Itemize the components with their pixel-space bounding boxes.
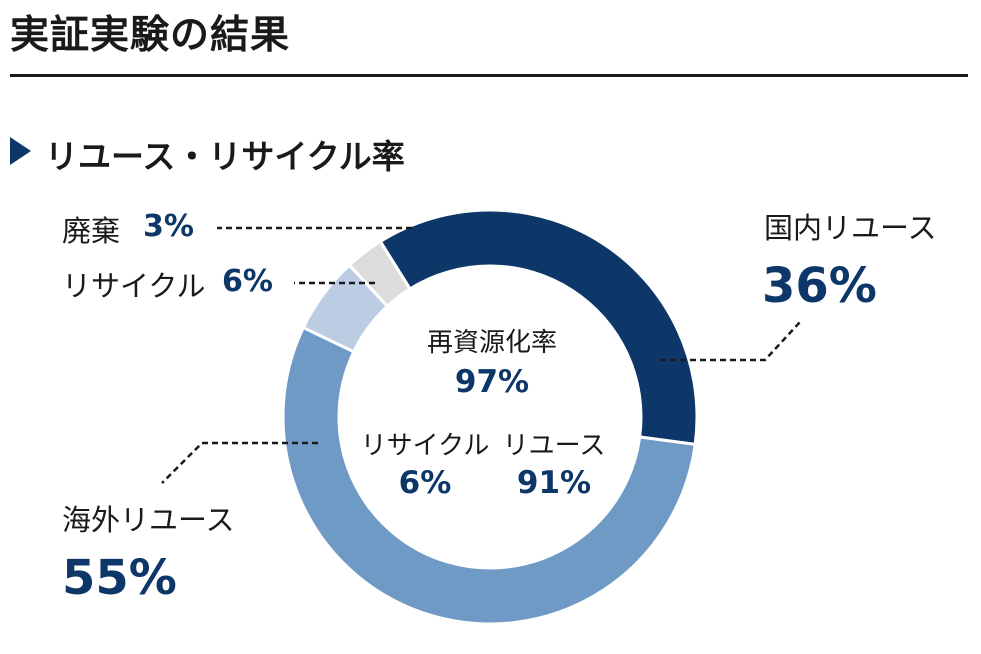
- triangle-bullet-icon: [10, 137, 31, 165]
- donut-slice-disposal: [347, 239, 413, 309]
- donut-slice-overseas-reuse: [281, 325, 697, 626]
- center-reuse-label: リユース: [502, 431, 606, 461]
- donut-slice-domestic-reuse: [378, 208, 699, 447]
- center-total-value: 97%: [454, 364, 530, 400]
- slice-label-domestic-reuse: 国内リユース: [764, 211, 937, 245]
- slice-value-recycle: 6%: [222, 264, 273, 299]
- slice-label-overseas-reuse: 海外リユース: [62, 503, 235, 537]
- section-title: リユース・リサイクル率: [45, 137, 405, 176]
- slice-value-domestic-reuse: 36%: [762, 258, 877, 314]
- center-recycle-label: リサイクル: [360, 431, 490, 461]
- slice-label-disposal: 廃棄: [62, 214, 121, 248]
- slice-value-disposal: 3%: [143, 209, 194, 244]
- leader-line-overseas-reuse: [161, 441, 318, 484]
- leader-line-domestic-reuse: [660, 321, 801, 362]
- page-title: 実証実験の結果: [10, 13, 291, 58]
- slice-value-overseas-reuse: 55%: [62, 550, 177, 606]
- center-reuse-value: 91%: [516, 465, 592, 501]
- donut-slices: [281, 208, 699, 626]
- center-title: 再資源化率: [426, 328, 558, 358]
- leader-lines: [161, 226, 801, 484]
- slice-label-recycle: リサイクル: [62, 269, 206, 303]
- center-recycle-value: 6%: [398, 465, 452, 501]
- title-divider: [10, 74, 968, 77]
